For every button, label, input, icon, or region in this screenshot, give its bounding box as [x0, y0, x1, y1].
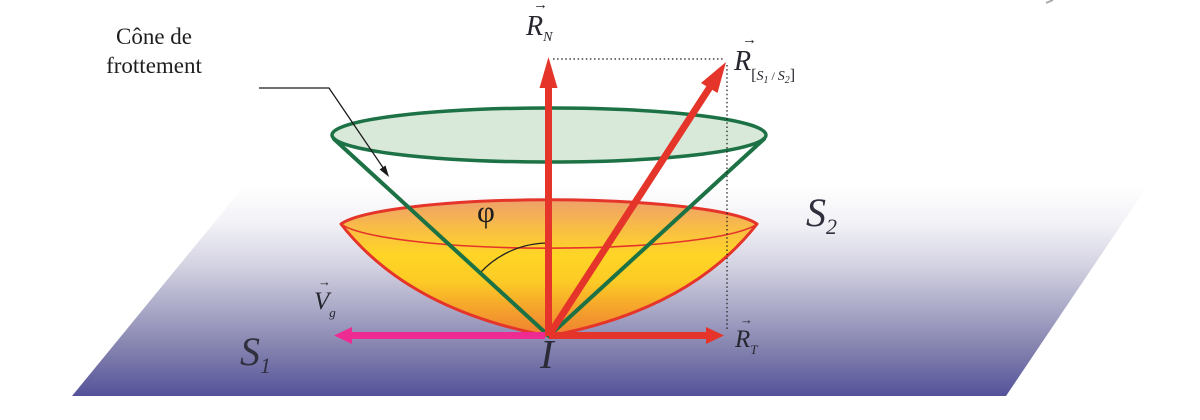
rt-label: → RT — [735, 312, 758, 358]
surface-s2-label: S2 — [806, 191, 837, 249]
rs1s2-subscript: [S1 / S2] — [751, 67, 796, 86]
rt-vector-hat-icon: → — [740, 312, 753, 327]
cone-caption-line2: frottement — [106, 53, 202, 78]
cone-caption: Cône de frottement — [88, 22, 220, 80]
s2-letter: S — [806, 190, 826, 235]
vg-label: → Vg — [314, 274, 336, 321]
caption-leader-arrowhead — [379, 165, 389, 177]
vg-subscript: g — [329, 305, 336, 320]
rs1s2-label: → R[S1 / S2] — [734, 32, 796, 87]
rt-letter: R — [735, 326, 751, 353]
vg-vector-hat-icon: → — [318, 274, 331, 289]
rs1s2-letter: R — [734, 46, 752, 77]
rn-letter: R — [526, 11, 544, 42]
rn-vector-arrowhead — [539, 57, 558, 88]
friction-cone-edge-right — [547, 137, 766, 338]
rs1s2-vector-shaft — [545, 85, 713, 338]
caption-leader-line — [259, 87, 387, 173]
s1-letter: S — [240, 329, 260, 374]
contact-point-label: I — [540, 331, 554, 377]
phi-angle-arc — [479, 242, 550, 274]
rn-label: → RN — [526, 0, 553, 46]
page-crop-fragment — [1045, 0, 1054, 4]
friction-cone-edge-left — [332, 137, 551, 338]
phi-label: φ — [477, 194, 495, 229]
rn-vector-hat-icon: → — [533, 0, 548, 13]
vg-letter: V — [314, 288, 330, 315]
s1-subscript: 1 — [260, 353, 271, 378]
rt-vector-arrowhead — [706, 327, 724, 344]
rs1s2-vector-hat-icon: → — [742, 32, 757, 48]
rt-subscript: T — [750, 342, 758, 357]
surface-s1-label: S1 — [240, 330, 271, 388]
vg-vector-arrowhead — [334, 327, 352, 344]
cone-caption-line1: Cône de — [115, 24, 192, 49]
rn-subscript: N — [543, 30, 553, 45]
s2-subscript: 2 — [826, 214, 837, 239]
rs1s2-vector-arrowhead — [701, 62, 726, 93]
